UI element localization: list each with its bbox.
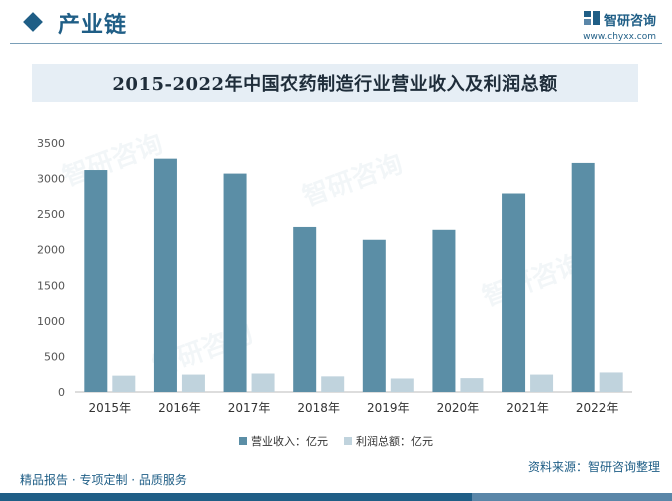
legend-label-profit: 利润总额：亿元 (356, 435, 433, 448)
x-tick-label: 2019年 (367, 401, 410, 415)
bar-profit[interactable] (251, 373, 275, 392)
y-tick-label: 1500 (37, 279, 65, 292)
x-tick-label: 2016年 (158, 401, 201, 415)
brand[interactable]: 智研咨询 www.chyxx.com (583, 10, 656, 42)
header-divider (10, 43, 662, 44)
bar-revenue[interactable] (84, 170, 108, 392)
bar-revenue[interactable] (502, 193, 526, 392)
chart-title-bar: 2015-2022年中国农药制造行业营业收入及利润总额 (32, 64, 638, 102)
footer-bar (0, 493, 672, 501)
bar-revenue[interactable] (223, 173, 247, 392)
bar-profit[interactable] (460, 378, 484, 392)
bar-profit[interactable] (321, 376, 345, 392)
y-tick-label: 2500 (37, 208, 65, 221)
x-tick-label: 2020年 (437, 401, 480, 415)
x-tick-label: 2015年 (89, 401, 132, 415)
bar-revenue[interactable] (571, 162, 595, 392)
y-tick-label: 500 (44, 350, 65, 363)
bar-profit[interactable] (181, 374, 205, 392)
source-note: 资料来源：智研咨询整理 (527, 460, 660, 474)
x-tick-label: 2021年 (506, 401, 549, 415)
diamond-icon (22, 11, 44, 33)
brand-logo-icon (583, 10, 600, 29)
section-title: 产业链 (58, 13, 128, 38)
bar-chart: 0 500 1000 1500 2000 2500 3000 3500 2015年 2016年 20… (37, 137, 632, 415)
chart-legend: 营业收入：亿元 利润总额：亿元 (0, 433, 672, 449)
x-tick-label: 2022年 (576, 401, 619, 415)
bar-revenue[interactable] (432, 229, 456, 392)
bar-profit[interactable] (390, 378, 414, 392)
bar-profit[interactable] (112, 375, 136, 392)
brand-name: 智研咨询 (603, 14, 656, 29)
x-tick-label: 2017年 (228, 401, 271, 415)
bar-revenue[interactable] (362, 239, 386, 392)
bar-revenue[interactable] (153, 158, 177, 392)
header: 产业链 智研咨询 www.chyxx.com (0, 0, 672, 46)
y-tick-label: 3000 (37, 173, 65, 186)
legend-label-revenue: 营业收入：亿元 (251, 435, 328, 448)
bar-profit[interactable] (599, 372, 623, 392)
footer-tagline: 精品报告 · 专项定制 · 品质服务 (20, 473, 187, 487)
brand-url: www.chyxx.com (583, 32, 656, 42)
bar-profit[interactable] (530, 374, 554, 392)
y-tick-label: 0 (58, 386, 65, 399)
y-tick-label: 2000 (37, 244, 65, 257)
y-tick-label: 3500 (37, 137, 65, 150)
x-tick-label: 2018年 (297, 401, 340, 415)
legend-item-revenue[interactable]: 营业收入：亿元 (239, 433, 328, 449)
bar-revenue[interactable] (293, 226, 317, 392)
chart-title: 2015-2022年中国农药制造行业营业收入及利润总额 (112, 74, 558, 95)
legend-swatch-revenue (239, 437, 247, 445)
legend-item-profit[interactable]: 利润总额：亿元 (344, 433, 433, 449)
y-tick-label: 1000 (37, 315, 65, 328)
legend-swatch-profit (344, 437, 352, 445)
